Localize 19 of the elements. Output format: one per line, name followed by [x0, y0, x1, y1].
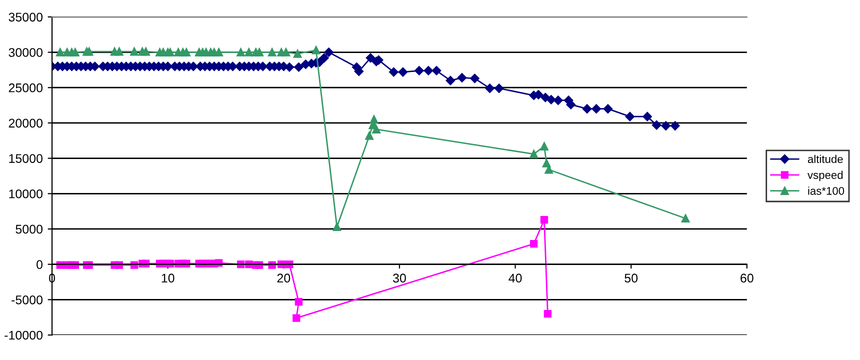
x-tick-label: 50: [624, 274, 638, 283]
x-tick-label: 60: [740, 274, 754, 283]
y-tick-label: 15000: [9, 154, 43, 163]
y-tick-label: -10000: [4, 330, 43, 340]
x-tick-label: 40: [508, 274, 522, 283]
y-tick-label: 25000: [8, 83, 43, 92]
y-tick-label: -5000: [12, 295, 43, 304]
y-tick-label: 35000: [8, 12, 43, 22]
x-tick-label: 10: [162, 274, 174, 283]
y-tick-label: 20000: [8, 118, 43, 128]
x-tick-label: 20: [277, 274, 290, 283]
legend-label: ias*100: [808, 186, 844, 195]
legend-label: vspeed: [808, 170, 843, 182]
y-tick-label: 0: [36, 260, 43, 269]
y-tick-label: 5000: [16, 224, 43, 234]
legend-label: altitude: [808, 154, 843, 164]
y-tick-label: 10000: [9, 189, 43, 198]
y-tick-label: 30000: [8, 48, 43, 57]
x-tick-label: 30: [392, 274, 406, 283]
